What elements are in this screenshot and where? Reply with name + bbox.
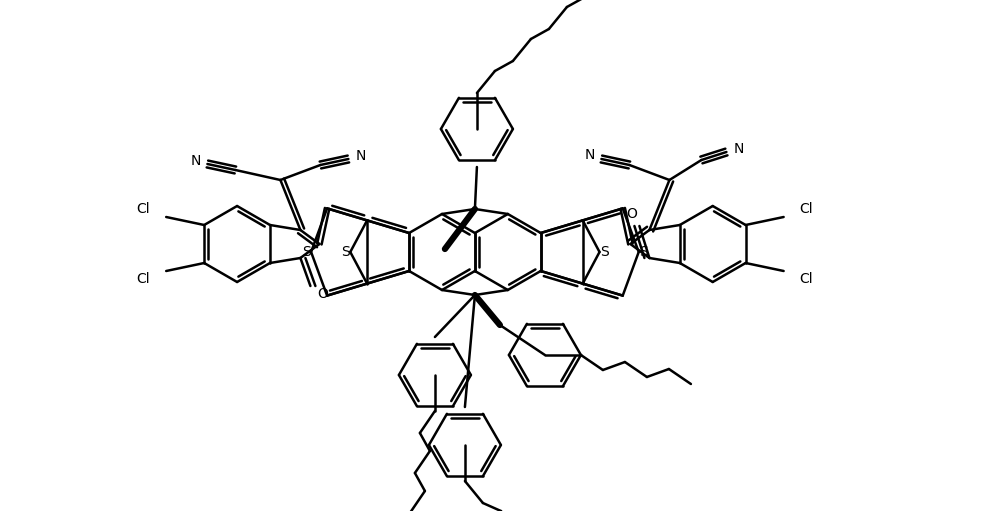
Text: O: O <box>626 207 637 221</box>
Text: Cl: Cl <box>136 272 150 286</box>
Text: O: O <box>317 287 328 301</box>
Text: S: S <box>600 245 609 259</box>
Text: S: S <box>341 245 350 259</box>
Text: N: N <box>584 148 594 162</box>
Text: S: S <box>639 245 648 259</box>
Text: Cl: Cl <box>799 202 813 216</box>
Text: Cl: Cl <box>136 202 150 216</box>
Text: S: S <box>302 245 310 259</box>
Text: N: N <box>190 154 201 168</box>
Text: N: N <box>734 142 744 156</box>
Text: Cl: Cl <box>799 272 813 286</box>
Text: N: N <box>355 149 366 163</box>
